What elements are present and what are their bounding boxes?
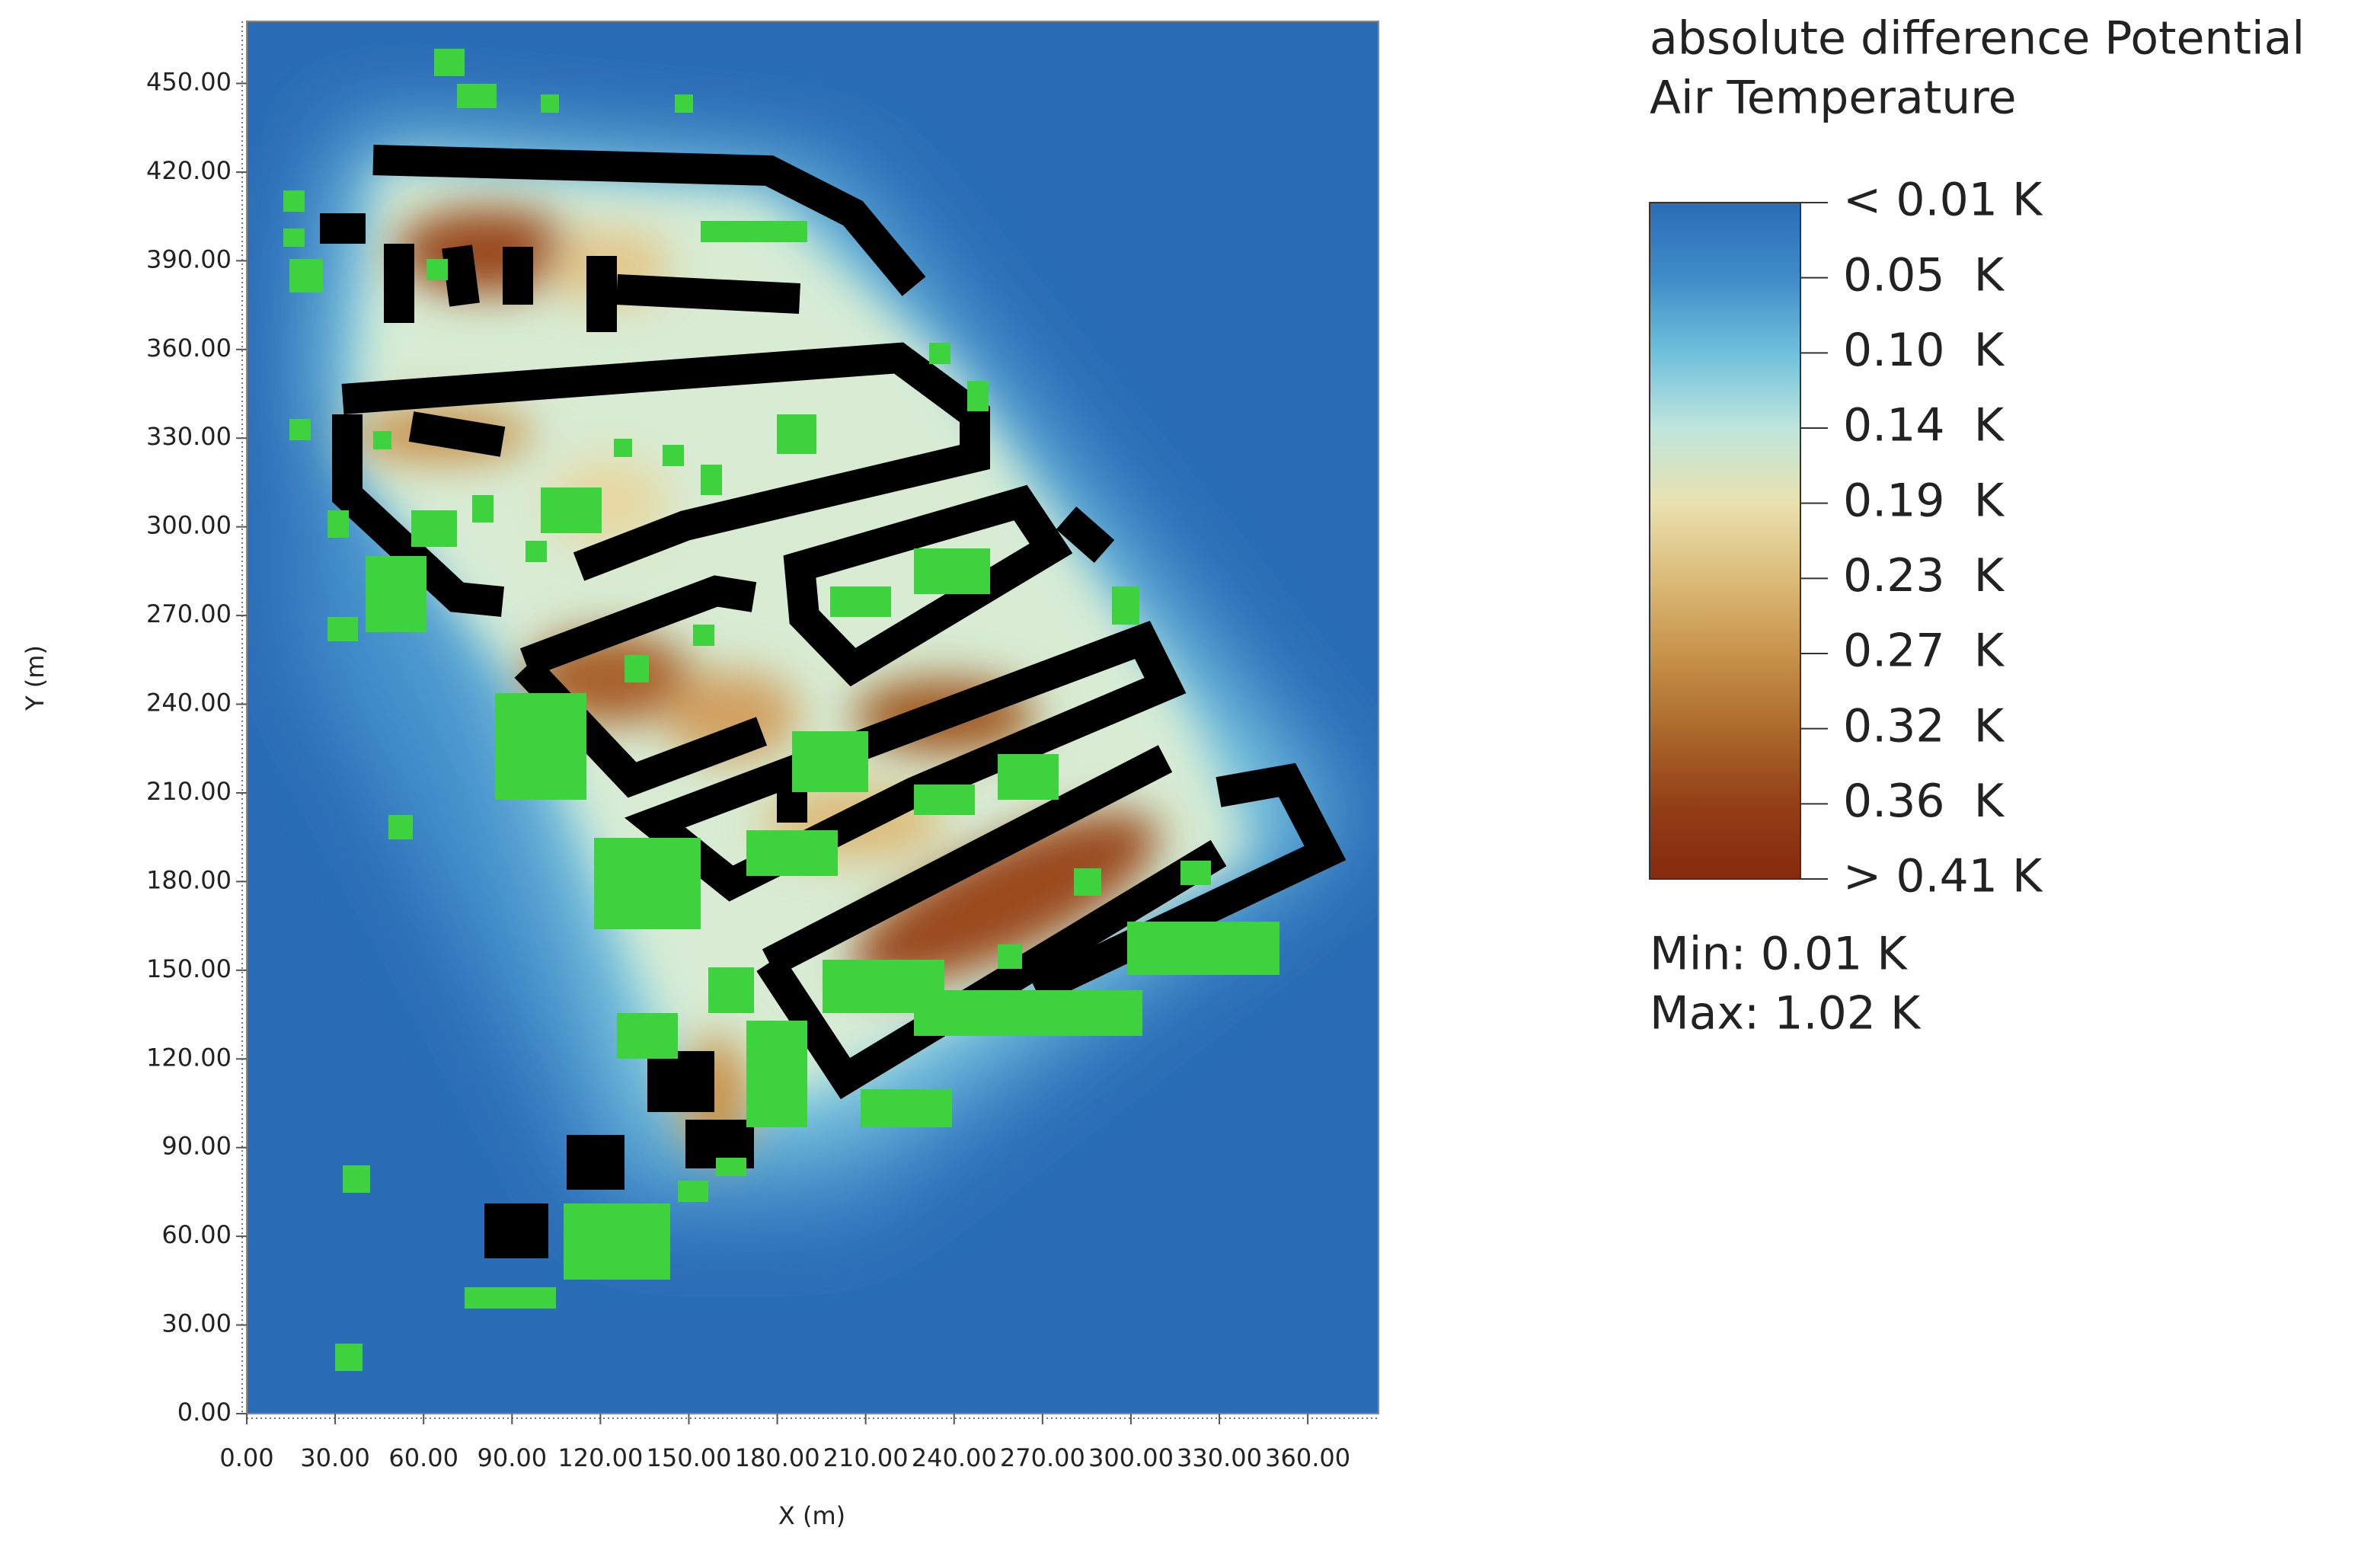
plot-frame — [246, 21, 1379, 1414]
max-annotation: Max: 1.02 K — [1650, 987, 1922, 1040]
y-tick-label: 390.00 — [146, 244, 232, 273]
x-tick-label: 90.00 — [477, 1443, 547, 1472]
x-axis-label: X (m) — [778, 1501, 845, 1530]
colorbar-label: 0.10 K — [1843, 324, 2005, 377]
colorbar-label: 0.19 K — [1843, 474, 2005, 527]
y-tick-label: 150.00 — [146, 954, 232, 983]
vegetation — [283, 49, 1279, 1371]
y-tick-label: 30.00 — [161, 1309, 232, 1338]
y-tick-label: 450.00 — [146, 68, 232, 97]
y-tick-label: 180.00 — [146, 865, 232, 894]
y-tick-label: 60.00 — [161, 1220, 232, 1249]
x-tick-label: 150.00 — [646, 1443, 731, 1472]
y-tick-label: 240.00 — [146, 689, 232, 717]
x-tick-label: 330.00 — [1177, 1443, 1262, 1472]
colorbar-label: > 0.41 K — [1843, 850, 2043, 903]
y-tick-label: 270.00 — [146, 599, 232, 628]
y-tick-label: 360.00 — [146, 334, 232, 363]
min-annotation: Min: 0.01 K — [1650, 928, 1908, 981]
y-tick-label: 90.00 — [161, 1132, 232, 1161]
colorbar-label: 0.05 K — [1843, 248, 2005, 302]
colorbar-label: 0.32 K — [1843, 699, 2005, 753]
x-tick-label: 60.00 — [388, 1443, 458, 1472]
colorbar-label: 0.23 K — [1843, 549, 2005, 602]
minor-ticks — [241, 21, 1378, 1419]
colorbar-label: 0.27 K — [1843, 625, 2005, 678]
x-tick-label: 30.00 — [300, 1443, 370, 1472]
x-tick-label: 300.00 — [1088, 1443, 1174, 1472]
field — [247, 21, 1378, 1414]
colorbar-label: < 0.01 K — [1843, 174, 2043, 227]
x-tick-label: 240.00 — [912, 1443, 997, 1472]
x-tick-label: 120.00 — [557, 1443, 643, 1472]
colorbar-label: 0.36 K — [1843, 775, 2005, 828]
buildings — [320, 145, 1347, 1258]
x-tick-label: 360.00 — [1265, 1443, 1350, 1472]
x-tick-label: 0.00 — [219, 1443, 273, 1472]
y-axis-label: Y (m) — [21, 645, 50, 711]
x-tick-label: 270.00 — [1000, 1443, 1085, 1472]
colorbar-label: 0.14 K — [1843, 399, 2005, 452]
y-tick-label: 120.00 — [146, 1043, 232, 1072]
y-tick-label: 0.00 — [177, 1398, 232, 1427]
x-tick-label: 210.00 — [823, 1443, 909, 1472]
legend-title: absolute difference Potential — [1650, 12, 2305, 66]
x-tick-label: 180.00 — [735, 1443, 820, 1472]
y-tick-label: 300.00 — [146, 511, 232, 540]
y-tick-label: 210.00 — [146, 777, 232, 806]
legend-title: Air Temperature — [1650, 72, 2017, 125]
y-tick-label: 330.00 — [146, 422, 232, 451]
colorbar — [1649, 202, 1801, 880]
y-tick-label: 420.00 — [146, 156, 232, 185]
